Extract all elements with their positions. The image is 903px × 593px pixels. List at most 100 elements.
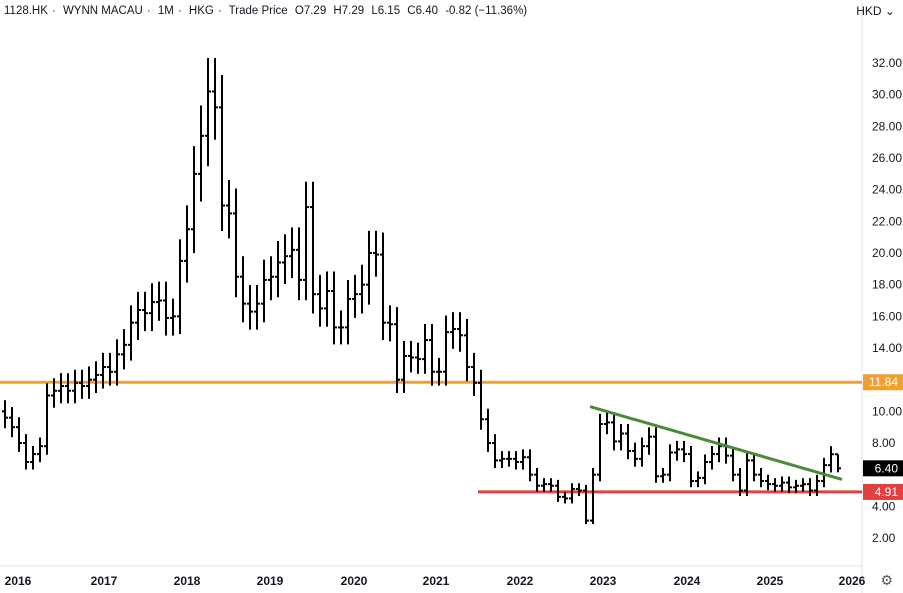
ohlc-bar [765, 474, 771, 491]
price-tick-label: 20.00 [872, 246, 902, 260]
ohlc-bar [107, 352, 113, 386]
price-tick-label: 24.00 [872, 183, 902, 197]
ohlc-bar [114, 339, 120, 386]
ohlc-bar [317, 274, 323, 327]
ohlc-bar [247, 285, 253, 330]
ohlc-bar [443, 315, 449, 386]
time-tick-label: 2020 [341, 574, 368, 588]
currency-selector[interactable]: HKD ⌄ [856, 4, 895, 18]
ohlc-bar [583, 484, 589, 525]
trendline [589, 405, 843, 481]
ohlc-bar [723, 437, 729, 464]
price-tick-label: 8.00 [872, 436, 896, 450]
resistance-price-tag: 11.84 [869, 375, 898, 389]
ohlc-bar [667, 444, 673, 482]
price-tick-label: 10.00 [872, 404, 902, 418]
ohlc-bar [520, 449, 526, 470]
ohlc-bar [331, 271, 337, 345]
ohlc-bar [142, 291, 148, 332]
ohlc-bar [303, 181, 309, 301]
ohlc-bar [58, 373, 64, 404]
ohlc-bar [807, 478, 813, 497]
ohlc-bar [9, 407, 15, 438]
close-value: C6.40 [407, 5, 438, 17]
support-price-tag: 4.91 [875, 485, 899, 499]
time-tick-label: 2025 [757, 574, 784, 588]
price-tick-label: 28.00 [872, 119, 902, 133]
ohlc-bar [835, 453, 841, 473]
ohlc-bar [128, 305, 134, 361]
ohlc-bar [646, 427, 652, 455]
ohlc-bar [212, 58, 218, 140]
price-tick-label: 4.00 [872, 499, 896, 513]
ohlc-bar [408, 340, 414, 373]
price-tick-label: 26.00 [872, 151, 902, 165]
ohlc-bar [240, 256, 246, 323]
ohlc-bar [100, 352, 106, 389]
ohlc-bar [359, 264, 365, 314]
resistance-price-tag-bg [863, 374, 903, 391]
time-tick-label: 2026 [839, 574, 866, 588]
ohlc-bar [625, 423, 631, 460]
ohlc-bar [702, 454, 708, 485]
sep: · [51, 5, 56, 17]
ohlc-bar [527, 449, 533, 482]
ohlc-bar [744, 452, 750, 497]
time-tick-label: 2016 [5, 574, 32, 588]
ohlc-bar [387, 305, 393, 342]
price-tick-label: 18.00 [872, 278, 902, 292]
ohlc-bar [79, 369, 85, 399]
last-price-tag-bg [863, 460, 903, 477]
ohlc-bar [478, 369, 484, 430]
ohlc-bar [821, 457, 827, 488]
ohlc-bar [471, 352, 477, 396]
price-tick-label: 16.00 [872, 309, 902, 323]
symbol[interactable]: 1128.HK [4, 5, 48, 17]
ohlc-bar [590, 468, 596, 525]
sep: · [146, 5, 151, 17]
ohlc-bar [737, 468, 743, 497]
ohlc-bar [226, 180, 232, 239]
time-tick-label: 2024 [674, 574, 701, 588]
time-tick-label: 2023 [590, 574, 617, 588]
ohlc-bar [534, 468, 540, 492]
ohlc-bar [338, 310, 344, 345]
ohlc-bar [639, 437, 645, 467]
exchange: HKG [188, 5, 214, 17]
time-tick-label: 2022 [507, 574, 534, 588]
time-tick-label: 2017 [91, 574, 118, 588]
time-tick-label: 2021 [423, 574, 450, 588]
ohlc-bar [51, 378, 57, 408]
ohlc-bar [464, 318, 470, 382]
time-tick-label: 2019 [257, 574, 284, 588]
support-price-tag-bg [863, 483, 903, 500]
ohlc-bar [793, 479, 799, 494]
symbol-legend: 1128.HK · WYNN MACAU · 1M · HKG · Trade Pric… [4, 5, 531, 17]
ohlc-bar [730, 447, 736, 482]
ohlc-bar [450, 312, 456, 349]
ohlc-bar [135, 291, 141, 340]
ohlc-bar [345, 279, 351, 345]
ohlc-bar [779, 476, 785, 492]
gear-icon[interactable]: ⚙ [880, 572, 893, 588]
ohlc-bar [611, 412, 617, 451]
ohlc-bar [219, 74, 225, 231]
interval[interactable]: 1M [157, 5, 174, 17]
ohlc-bar [429, 324, 435, 386]
ohlc-bar [688, 445, 694, 488]
ohlc-bar [191, 146, 197, 254]
low-value: L6.15 [371, 5, 401, 17]
change-value: -0.82 (−11.36%) [445, 5, 528, 17]
ohlc-bar [72, 369, 78, 404]
ohlc-bar [149, 283, 155, 332]
ohlc-bar [268, 256, 274, 301]
price-tick-label: 14.00 [872, 341, 902, 355]
ohlc-bar [597, 413, 603, 482]
ohlc-bar [16, 417, 22, 452]
ohlc-bar [800, 478, 806, 492]
price-tick-label: 2.00 [872, 531, 896, 545]
ohlc-bar [184, 205, 190, 283]
ohlc-bar [548, 478, 554, 492]
ohlc-bar [786, 476, 792, 494]
